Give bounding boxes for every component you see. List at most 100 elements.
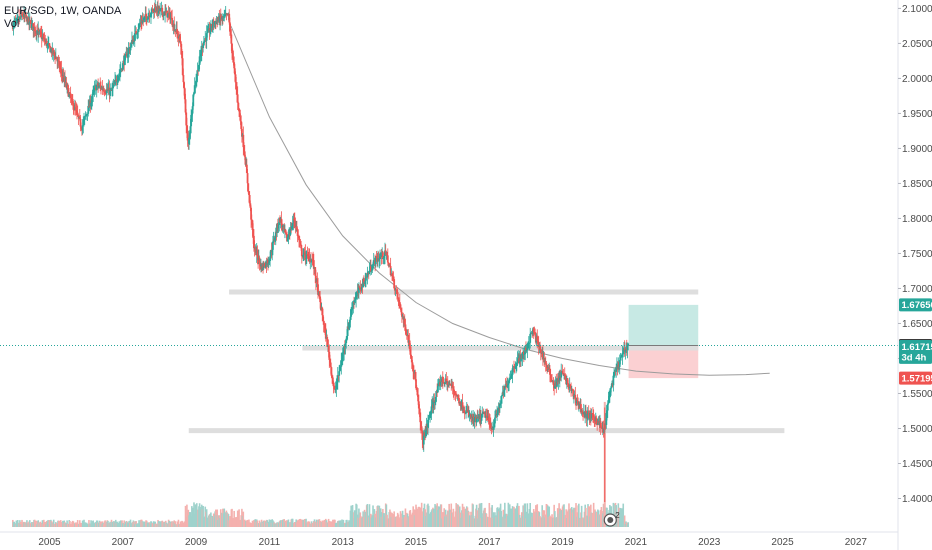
volume-bar [76, 520, 79, 527]
candle-body [352, 302, 355, 308]
candle-body [525, 347, 527, 351]
candle-body [424, 430, 427, 437]
candle-body [97, 83, 100, 87]
candle-body [61, 73, 64, 76]
candle-body [330, 367, 333, 376]
candle-body [530, 333, 532, 335]
candle-body [458, 398, 460, 404]
candle-body [627, 343, 630, 346]
candle-body [119, 69, 122, 72]
time-tick-label: 2013 [332, 537, 355, 548]
candle-body [267, 259, 269, 264]
candle-body [435, 390, 438, 397]
candle-body [116, 81, 119, 83]
candle-body [240, 121, 243, 129]
candle-body [615, 366, 618, 372]
horizontal-levels[interactable] [188, 289, 785, 434]
time-tick-label: 2017 [478, 537, 501, 548]
candle-body [567, 383, 570, 385]
candle-body [468, 414, 471, 416]
candle-body [393, 279, 396, 289]
candle-body [119, 71, 121, 74]
candle-body [533, 332, 536, 334]
candle-body [189, 126, 192, 134]
volume-bar [174, 521, 177, 527]
candle-body [606, 403, 609, 411]
price-axis[interactable]: 2.10000 2.05000 2.00000 1.95000 1.90000 1.850… [897, 0, 932, 550]
candle-body [441, 376, 444, 382]
candle-body [489, 421, 491, 425]
time-tick-label: 2015 [405, 537, 428, 548]
volume-bar [258, 520, 261, 527]
target-zone[interactable] [628, 304, 699, 346]
symbol-title[interactable]: EUR/SGD, 1W, OANDA [4, 5, 122, 17]
candle-body [248, 191, 250, 195]
candle-body [600, 427, 603, 429]
candle-body [247, 183, 250, 192]
arc-drawing[interactable] [230, 25, 770, 376]
candle-body [250, 219, 253, 221]
candle-body [359, 287, 362, 291]
price-tick-label: 1.50000 [902, 424, 932, 435]
candle-body [449, 383, 452, 386]
candle-body [430, 406, 433, 415]
candle-body [249, 203, 252, 208]
candle-body [444, 382, 446, 385]
candle-body [446, 381, 449, 387]
candle-body [217, 20, 219, 22]
price-badge [899, 339, 932, 353]
volume-bar [615, 505, 617, 527]
candle-body [90, 102, 92, 107]
candle-body [545, 363, 548, 368]
candle-body [610, 386, 613, 389]
candle-body [284, 229, 287, 233]
candle-body [142, 19, 145, 21]
candle-body [121, 63, 124, 70]
volume-bar [305, 518, 307, 527]
candle-body [293, 218, 295, 221]
candle-body [417, 401, 420, 409]
candle-body [416, 390, 419, 396]
candle-body [429, 414, 432, 415]
candle-body [37, 29, 40, 35]
candle-body [129, 46, 132, 51]
arc-curve[interactable] [230, 25, 770, 376]
candle-body [241, 128, 243, 137]
candle-body [503, 390, 506, 395]
candle-body [66, 85, 69, 88]
volume-bar [43, 519, 45, 527]
candle-body [368, 270, 371, 274]
event-marker[interactable]: 2 [603, 511, 620, 527]
candle-body [38, 29, 40, 32]
candle-body [150, 14, 152, 16]
position-zones[interactable] [628, 304, 699, 379]
candle-body [124, 55, 126, 65]
candle-body [345, 338, 348, 344]
candle-body [195, 80, 197, 85]
candle-body [239, 116, 242, 122]
candle-body [370, 270, 373, 272]
price-tick-label: 1.55000 [902, 389, 932, 400]
candle-body [515, 362, 518, 367]
candle-body [140, 22, 143, 24]
candle-body [300, 248, 303, 257]
candle-body [329, 359, 331, 363]
candle-body [415, 388, 418, 391]
candle-body [244, 156, 247, 165]
candle-body [82, 121, 85, 126]
time-axis[interactable]: 2005 2007 2009 2011 2013 2015 2017 2019 2021 2023… [0, 531, 898, 548]
candle-body [263, 263, 266, 267]
candle-body [324, 326, 326, 329]
volume-bar [48, 520, 51, 527]
stop-zone[interactable] [628, 345, 699, 379]
candle-body [238, 108, 240, 110]
candle-body [467, 411, 470, 416]
candle-body [405, 333, 408, 336]
volume-label[interactable]: Vol [4, 18, 20, 30]
candle-body [224, 14, 226, 16]
candle-body [70, 98, 73, 99]
candle-body [42, 36, 45, 38]
candle-body [295, 226, 298, 230]
candle-body [200, 53, 202, 56]
